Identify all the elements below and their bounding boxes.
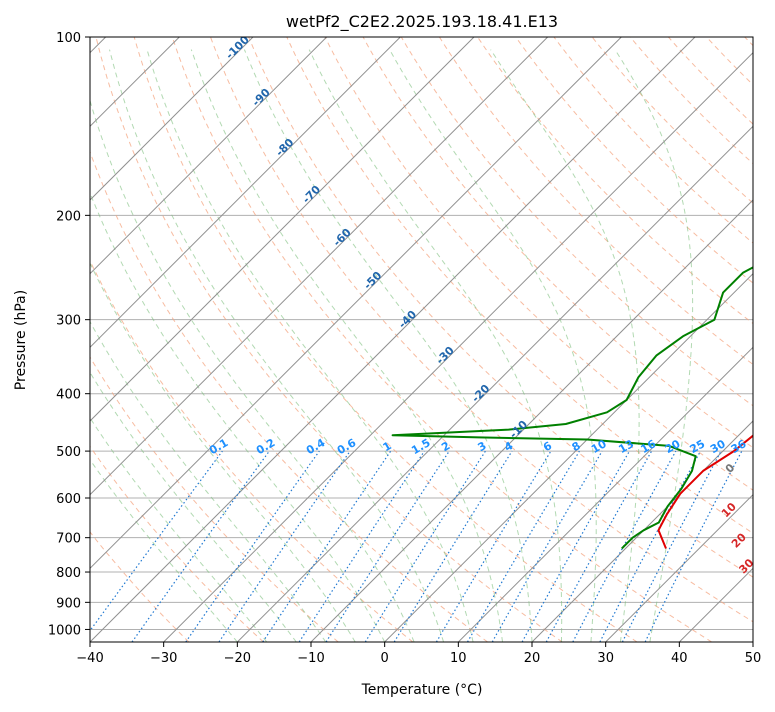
x-tick-label: −30 <box>150 651 177 666</box>
x-tick-label: 0 <box>381 651 389 666</box>
x-axis-label: Temperature (°C) <box>361 682 483 698</box>
y-tick-label: 700 <box>56 532 81 547</box>
x-tick-label: −10 <box>297 651 324 666</box>
y-tick-label: 900 <box>56 596 81 611</box>
y-tick-label: 400 <box>56 388 81 403</box>
x-tick-label: 20 <box>524 651 541 666</box>
y-axis-label: Pressure (hPa) <box>13 290 29 390</box>
y-tick-label: 200 <box>56 209 81 224</box>
x-tick-label: −40 <box>76 651 103 666</box>
y-tick-label: 600 <box>56 492 81 507</box>
y-tick-label: 300 <box>56 314 81 329</box>
y-tick-label: 500 <box>56 445 81 460</box>
y-tick-label: 1000 <box>48 623 81 638</box>
chart-title: wetPf2_C2E2.2025.193.18.41.E13 <box>286 12 558 32</box>
x-tick-label: −20 <box>224 651 251 666</box>
x-tick-label: 50 <box>745 651 762 666</box>
x-tick-label: 10 <box>450 651 467 666</box>
y-tick-label: 100 <box>56 31 81 46</box>
x-tick-label: 30 <box>597 651 614 666</box>
x-tick-label: 40 <box>671 651 688 666</box>
y-tick-label: 800 <box>56 566 81 581</box>
